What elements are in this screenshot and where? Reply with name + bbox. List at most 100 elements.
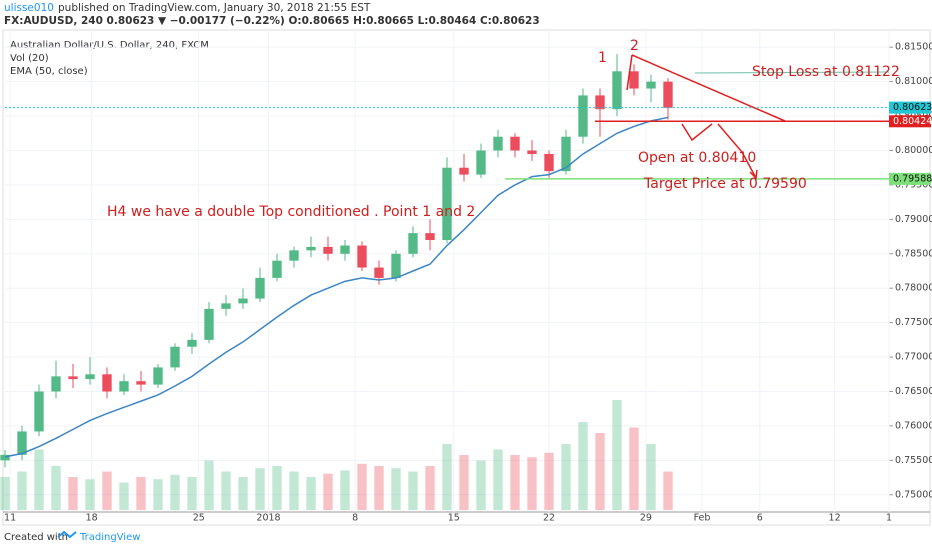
volume-bar bbox=[136, 477, 146, 510]
open-note: Open at 0.80410 bbox=[638, 150, 756, 166]
created-with: Created with bbox=[4, 532, 68, 543]
y-tick-label: 0.79000 bbox=[895, 214, 932, 225]
candle-body bbox=[68, 376, 78, 380]
price-tag bbox=[889, 101, 931, 114]
price-tag bbox=[889, 172, 931, 185]
x-tick-label: 25 bbox=[193, 513, 205, 524]
point-2: 2 bbox=[630, 38, 639, 54]
volume-bar bbox=[34, 449, 44, 510]
volume-bar bbox=[595, 433, 605, 510]
x-tick-label: 15 bbox=[448, 513, 460, 524]
volume-bar bbox=[255, 468, 265, 510]
trend-line bbox=[626, 54, 633, 91]
price-tag bbox=[889, 115, 931, 128]
volume-bar bbox=[0, 477, 10, 510]
chart-frame bbox=[2, 29, 931, 526]
x-tick-label: Feb bbox=[694, 513, 711, 524]
candle-body bbox=[289, 250, 299, 261]
arrow bbox=[717, 123, 757, 179]
candle-body bbox=[629, 71, 639, 89]
logo bbox=[57, 530, 77, 539]
candle-body bbox=[476, 150, 486, 175]
candle-body bbox=[153, 367, 163, 385]
candle-body bbox=[493, 136, 503, 151]
volume-bar bbox=[102, 471, 112, 510]
candle-body bbox=[374, 267, 384, 278]
volume-bar bbox=[68, 477, 78, 510]
publisher[interactable]: ulisse010 bbox=[4, 2, 54, 14]
volume-bar bbox=[374, 466, 384, 510]
y-tick-label: 0.77500 bbox=[895, 317, 932, 328]
ema-legend: EMA (50, close) bbox=[10, 66, 88, 77]
candle-body bbox=[391, 253, 401, 278]
ema-line bbox=[4, 116, 669, 458]
candle-body bbox=[646, 81, 656, 89]
brand[interactable]: TradingView bbox=[79, 532, 140, 543]
candle-body bbox=[238, 298, 248, 304]
x-tick-label: 11 bbox=[4, 513, 16, 524]
x-tick-label: 22 bbox=[543, 513, 555, 524]
volume-bar bbox=[646, 444, 656, 510]
arrow bbox=[681, 123, 713, 142]
candle-body bbox=[102, 374, 112, 392]
volume-bar bbox=[391, 468, 401, 510]
volume-bar bbox=[612, 400, 622, 510]
candle-body bbox=[340, 245, 350, 254]
volume-bar bbox=[442, 444, 452, 510]
price-tag-label: 0.80424 bbox=[893, 116, 932, 127]
volume-bar bbox=[578, 422, 588, 510]
volume-bar bbox=[663, 471, 673, 510]
trend-line bbox=[631, 54, 786, 122]
candle-body bbox=[459, 167, 469, 175]
volume-bar bbox=[510, 455, 520, 510]
candle-body bbox=[595, 95, 605, 110]
candle-body bbox=[425, 233, 435, 241]
y-tick-label: 0.75500 bbox=[895, 455, 932, 466]
candle-body bbox=[323, 246, 333, 254]
volume-bar bbox=[357, 463, 367, 510]
drawings bbox=[626, 54, 890, 180]
y-tick-label: 0.79500 bbox=[895, 179, 932, 190]
volume-bar bbox=[170, 474, 180, 510]
y-tick-label: 0.78000 bbox=[895, 283, 932, 294]
candle-body bbox=[442, 167, 452, 241]
candle-body bbox=[544, 153, 554, 172]
candle-body bbox=[170, 346, 180, 368]
volume-bar bbox=[408, 471, 418, 510]
volume-bar bbox=[527, 457, 537, 510]
volume-bar bbox=[119, 482, 129, 510]
y-tick-label: 0.78500 bbox=[895, 248, 932, 259]
candle-body bbox=[187, 339, 197, 347]
y-tick-label: 0.81000 bbox=[895, 76, 932, 87]
volume-bar bbox=[238, 477, 248, 510]
volume-bar bbox=[153, 479, 163, 510]
candle-body bbox=[51, 376, 61, 392]
y-tick-label: 0.77000 bbox=[895, 352, 932, 363]
volume-bar bbox=[272, 466, 282, 510]
volume-bar bbox=[85, 479, 95, 510]
volume-bar bbox=[323, 473, 333, 510]
volume-bar bbox=[459, 455, 469, 510]
volume-bar bbox=[340, 470, 350, 510]
y-tick-label: 0.80000 bbox=[895, 145, 932, 156]
candle-body bbox=[612, 71, 622, 110]
volume-bar bbox=[425, 466, 435, 510]
candle-body bbox=[221, 303, 231, 309]
candle-body bbox=[408, 233, 418, 254]
volume-bar bbox=[544, 452, 554, 510]
volume-bar bbox=[204, 460, 214, 510]
stop-line bbox=[694, 71, 890, 74]
volume-bar bbox=[306, 477, 316, 510]
y-tick-label: 0.76000 bbox=[895, 420, 932, 431]
volume-bar bbox=[561, 444, 571, 510]
candle-body bbox=[272, 260, 282, 278]
y-tick-label: 0.81500 bbox=[895, 42, 932, 53]
candle-body bbox=[357, 245, 367, 268]
note: H4 we have a double Top conditioned . Po… bbox=[107, 204, 475, 220]
candle-body bbox=[663, 81, 673, 108]
candle-body bbox=[85, 374, 95, 380]
candle-body bbox=[527, 150, 537, 154]
x-tick-label: 29 bbox=[640, 513, 652, 524]
